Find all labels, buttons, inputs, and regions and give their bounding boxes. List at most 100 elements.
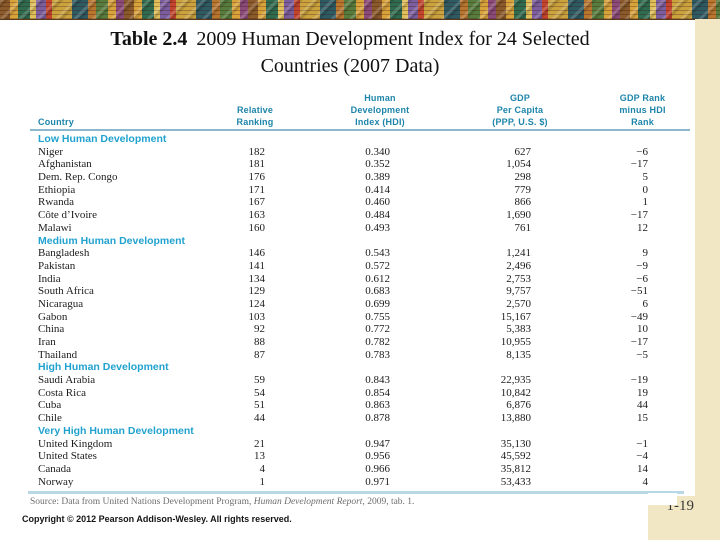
value-cell: 13,880	[500, 412, 531, 425]
value-cell: 22,935	[500, 374, 531, 387]
table-row: Canada 4 0.966 35,812 14	[0, 463, 695, 476]
country-cell: United States	[38, 450, 97, 463]
value-cell: 0.389	[365, 171, 390, 184]
value-cell: 0.414	[365, 183, 390, 196]
value-cell: 54	[254, 386, 265, 399]
value-cell: −49	[630, 310, 648, 323]
value-cell: 146	[248, 247, 266, 260]
country-cell: Nicaragua	[38, 297, 84, 310]
country-cell: United Kingdom	[38, 437, 113, 450]
value-cell: 0.772	[365, 323, 390, 336]
slide-title: Table 2.4 2009 Human Development Index fo…	[0, 26, 700, 80]
column-header: Country	[38, 117, 74, 127]
value-cell: 0.484	[365, 209, 390, 222]
value-cell: 2,496	[506, 259, 531, 272]
value-cell: 0.966	[365, 462, 390, 475]
value-cell: 59	[254, 374, 265, 387]
value-cell: 0.612	[365, 272, 390, 285]
column-header: Human Development Index (HDI)	[350, 93, 410, 127]
value-cell: 45,592	[500, 450, 531, 463]
value-cell: 0.947	[365, 437, 390, 450]
table-row: Pakistan 141 0.572 2,496 −9	[0, 260, 695, 273]
value-cell: 0.755	[365, 310, 390, 323]
country-cell: Iran	[38, 336, 56, 348]
country-cell: Canada	[38, 462, 71, 475]
value-cell: 134	[248, 272, 266, 285]
value-cell: 0.460	[365, 196, 390, 209]
value-cell: 5	[642, 171, 649, 184]
value-cell: 2,570	[506, 297, 531, 310]
value-cell: 0	[642, 183, 649, 196]
value-cell: 53,433	[500, 475, 531, 488]
value-cell: 9,757	[506, 285, 531, 298]
value-cell: 182	[248, 145, 266, 158]
country-cell: Chile	[38, 412, 62, 425]
country-cell: Gabon	[38, 310, 68, 323]
value-cell: −5	[636, 348, 648, 361]
value-cell: 6	[642, 297, 649, 310]
value-cell: 9	[642, 247, 649, 260]
table-body: Low Human Development Niger 182 0.340 627 −6 A…	[0, 133, 695, 488]
value-cell: 87	[254, 348, 265, 361]
table-row: Rwanda 167 0.460 866 1	[0, 196, 695, 209]
table-row: Costa Rica 54 0.854 10,842 19	[0, 387, 695, 400]
table-number: Table 2.4	[110, 28, 188, 50]
value-cell: 0.854	[365, 386, 390, 399]
value-cell: 761	[514, 221, 532, 234]
table-row: China 92 0.772 5,383 10	[0, 323, 695, 336]
value-cell: 1	[259, 475, 266, 488]
source-report-title: Human Development Report	[253, 497, 363, 507]
value-cell: 124	[248, 297, 266, 310]
country-cell: Thailand	[38, 348, 78, 361]
table-row: Malawi 160 0.493 761 12	[0, 222, 695, 235]
value-cell: 4	[642, 475, 649, 488]
title-line-1: Table 2.4 2009 Human Development Index fo…	[0, 26, 700, 53]
table-row: Norway 1 0.971 53,433 4	[0, 476, 695, 489]
image-overlap-notch	[648, 493, 677, 505]
column-header: Relative Ranking	[236, 105, 274, 127]
value-cell: 0.782	[365, 336, 390, 348]
table-row: Bangladesh 146 0.543 1,241 9	[0, 247, 695, 260]
value-cell: −9	[636, 259, 648, 272]
section-header: Very High Human Development	[38, 424, 194, 437]
country-cell: India	[38, 272, 61, 285]
country-cell: Norway	[38, 475, 74, 488]
section-header: Medium Human Development	[38, 234, 186, 247]
table-row: South Africa 129 0.683 9,757 −51	[0, 285, 695, 298]
title-text: 2009 Human Development Index for 24 Sele…	[196, 28, 590, 50]
value-cell: −1	[636, 437, 648, 450]
value-cell: 1,690	[506, 209, 531, 222]
section-header: High Human Development	[38, 361, 169, 374]
country-cell: Cuba	[38, 399, 62, 412]
value-cell: 0.683	[365, 285, 390, 298]
country-cell: Saudi Arabia	[38, 374, 96, 387]
value-cell: 298	[514, 171, 532, 184]
value-cell: −4	[636, 450, 648, 463]
table-row: India 134 0.612 2,753 −6	[0, 273, 695, 286]
value-cell: 0.493	[365, 221, 390, 234]
value-cell: 13	[254, 450, 265, 463]
value-cell: 0.971	[365, 475, 390, 488]
value-cell: 0.863	[365, 399, 390, 412]
table-row: Saudi Arabia 59 0.843 22,935 −19	[0, 374, 695, 387]
value-cell: 0.783	[365, 348, 390, 361]
table-row: Iran 88 0.782 10,955 −17	[0, 336, 695, 349]
table-row: Dem. Rep. Congo 176 0.389 298 5	[0, 171, 695, 184]
value-cell: 1	[642, 196, 649, 209]
country-cell: Bangladesh	[38, 247, 90, 260]
value-cell: 44	[254, 412, 265, 425]
country-cell: Rwanda	[38, 196, 75, 209]
table-header-row: Country Relative Ranking Human Development In…	[0, 86, 695, 128]
value-cell: −17	[630, 336, 648, 348]
table-row: Côte d’Ivoire 163 0.484 1,690 −17	[0, 209, 695, 222]
value-cell: 0.843	[365, 374, 390, 387]
value-cell: 12	[637, 221, 648, 234]
value-cell: 92	[254, 323, 265, 336]
decorative-kente-border	[0, 0, 720, 20]
value-cell: 4	[259, 462, 266, 475]
value-cell: 160	[248, 221, 266, 234]
country-cell: Niger	[38, 145, 64, 158]
value-cell: −19	[630, 374, 648, 387]
value-cell: 103	[248, 310, 266, 323]
column-header: GDP Rank minus HDI Rank	[619, 93, 666, 127]
